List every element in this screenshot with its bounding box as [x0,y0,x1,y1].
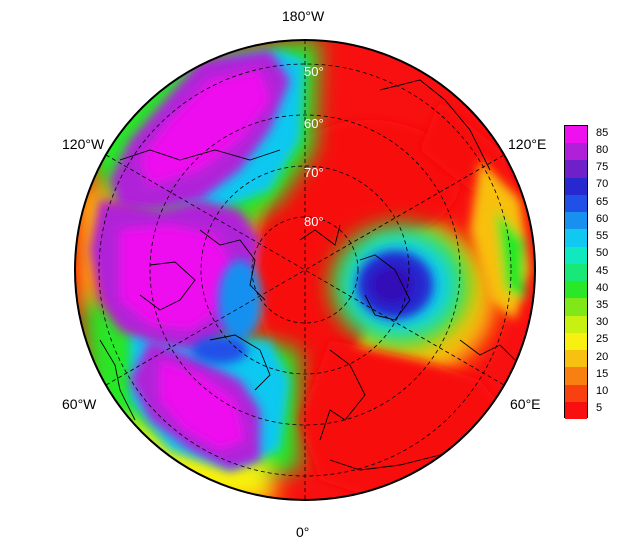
colorbar-tick-label: 75 [596,161,609,174]
colorbar-tick-label: 50 [596,247,609,260]
colorbar-tick-label: 80 [596,143,609,156]
colorbar [564,125,588,419]
coastlines [99,79,516,471]
lat-label-60: 60° [304,116,324,131]
colorbar-segment [565,212,587,230]
colorbar-segment [565,384,587,402]
colorbar-tick-label: 10 [596,385,609,398]
colorbar-segment [565,177,587,195]
colorbar-tick-label: 65 [596,195,609,208]
colorbar-tick-label: 45 [596,264,609,277]
colorbar-segment [565,315,587,333]
greenland-region [90,200,260,350]
colorbar-segment [565,246,587,264]
colorbar-tick-label: 85 [596,126,609,139]
colorbar-segment [565,298,587,316]
colorbar-segment [565,126,587,144]
colorbar-tick-label: 15 [596,367,609,380]
colorbar-tick-label: 70 [596,178,609,191]
map-field [75,40,535,500]
colorbar-segment [565,229,587,247]
colorbar-segment [565,160,587,178]
north-pacific-region [110,50,290,210]
colorbar-tick-label: 60 [596,212,609,225]
colorbar-tick-label: 20 [596,350,609,363]
lon-label-0: 0° [296,524,310,540]
colorbar-segment [565,194,587,213]
lon-label-120e: 120°E [508,136,547,152]
colorbar-tick-label: 5 [596,402,603,415]
colorbar-segment [565,281,587,299]
lat-label-80: 80° [304,214,324,229]
lon-label-60w: 60°W [62,396,97,412]
lon-label-120w: 120°W [62,136,105,152]
north-atlantic-region [130,340,260,470]
colorbar-tick-label: 35 [596,298,609,311]
colorbar-segment [565,401,587,419]
lon-label-60e: 60°E [510,396,541,412]
colorbar-tick-label: 30 [596,316,609,329]
lat-label-50: 50° [304,64,324,79]
lat-label-70: 70° [304,165,324,180]
colorbar-segment [565,263,587,282]
colorbar-segment [565,332,587,351]
colorbar-tick-label: 40 [596,281,609,294]
colorbar-tick-label: 25 [596,333,609,346]
lon-label-180w: 180°W [282,8,325,24]
colorbar-tick-label: 55 [596,230,609,243]
colorbar-segment [565,367,587,385]
colorbar-segment [565,143,587,161]
colorbar-segment [565,350,587,368]
map-border [74,39,536,501]
